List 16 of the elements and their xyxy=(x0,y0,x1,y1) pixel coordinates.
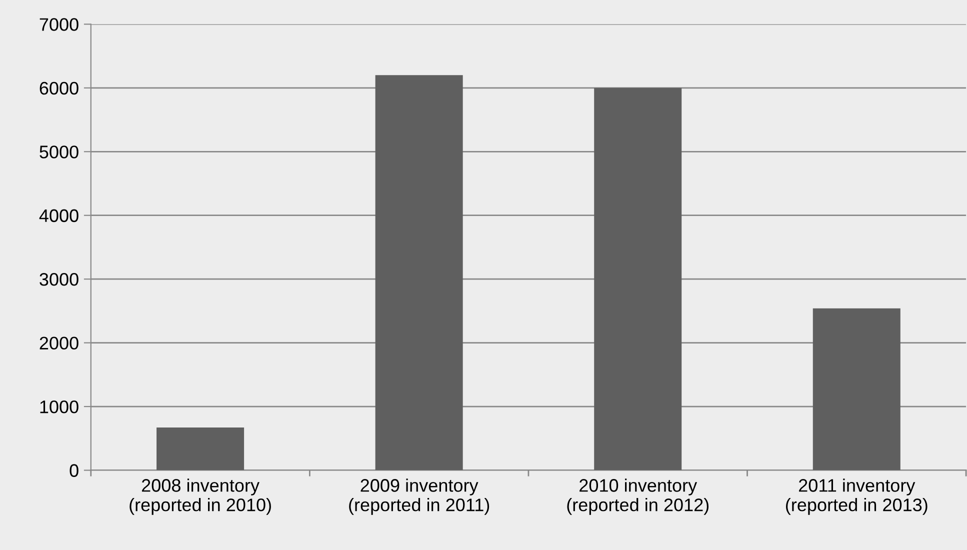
y-tick-label: 3000 xyxy=(40,273,78,286)
y-tick-label: 6000 xyxy=(40,82,78,95)
x-tick-label: 2008 inventory (reported in 2010) xyxy=(130,478,271,515)
y-tick-label: 2000 xyxy=(40,336,78,350)
y-tick-label: 7000 xyxy=(40,18,78,31)
y-tick-label: 4000 xyxy=(39,209,78,222)
x-tick-label: 2011 inventory (reported in 2013) xyxy=(786,478,928,515)
y-tick-label: 5000 xyxy=(40,146,78,158)
bar xyxy=(594,88,682,470)
bar xyxy=(375,75,463,470)
bar xyxy=(156,428,244,470)
y-tick-label: 0 xyxy=(70,464,78,477)
bar xyxy=(812,308,900,470)
y-tick-label: 1000 xyxy=(40,400,78,414)
x-tick-label: 2009 inventory (reported in 2011) xyxy=(349,478,490,515)
x-tick-label: 2010 inventory (reported in 2012) xyxy=(567,478,709,515)
